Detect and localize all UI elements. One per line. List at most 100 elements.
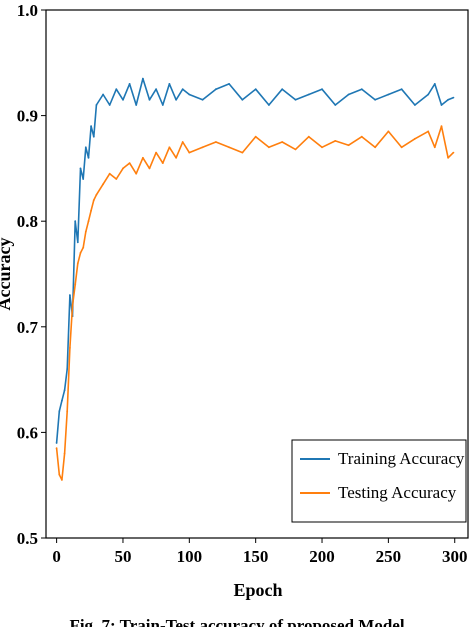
x-tick-label: 250 [376,547,402,566]
data-point-testing [321,146,323,149]
data-point-testing [82,246,85,249]
data-point-testing [58,473,61,476]
data-point-testing [79,252,82,254]
data-point-training [400,88,403,91]
y-tick-label: 1.0 [17,1,38,20]
data-point-testing [108,172,111,175]
data-point-testing [115,178,118,180]
data-point-training [76,241,79,244]
x-tick-label: 300 [442,547,468,566]
data-point-testing [241,151,244,154]
legend-label-testing: Testing Accuracy [338,483,457,502]
data-point-testing [63,452,66,455]
data-point-testing [175,156,178,159]
data-point-testing [55,447,58,450]
data-point-testing [360,135,363,138]
data-point-training [87,156,90,159]
data-point-testing [61,479,63,481]
data-point-testing [254,135,257,138]
series-line-training [55,77,454,444]
data-point-training [427,93,430,96]
data-point-testing [87,220,90,223]
data-point-training [215,88,217,91]
data-point-training [58,410,61,413]
x-tick-label: 0 [52,547,61,566]
data-point-training [374,98,376,101]
data-point-testing [74,283,77,286]
data-point-training [142,77,144,80]
data-point-training [307,93,310,96]
data-point-testing [69,347,71,349]
data-point-testing [215,141,217,143]
y-tick-label: 0.8 [17,212,38,231]
data-point-testing [374,146,376,149]
data-point-testing [334,140,337,142]
data-point-testing [142,156,144,159]
data-point-testing [440,125,443,128]
data-point-training [148,98,151,101]
series-line-testing [55,125,454,481]
data-point-training [74,220,77,223]
data-point-training [95,104,98,106]
data-point-testing [128,162,131,165]
data-point-testing [92,199,95,202]
data-point-testing [387,130,390,133]
data-point-training [135,104,138,106]
data-point-training [360,88,363,91]
x-tick-label: 200 [309,547,335,566]
data-point-testing [71,304,74,307]
data-point-testing [307,135,310,138]
data-point-training [181,88,184,91]
data-point-training [241,98,244,101]
data-point-testing [433,146,436,149]
data-point-training [168,83,171,85]
data-point-testing [201,146,204,149]
data-point-training [55,442,58,444]
data-point-testing [347,144,350,147]
data-point-training [347,93,350,96]
data-point-training [79,167,82,170]
data-point-training [254,88,257,91]
data-point-testing [148,167,151,170]
y-tick-label: 0.5 [17,529,38,548]
x-tick-label: 50 [114,547,131,566]
data-point-testing [447,156,449,159]
data-point-testing [102,183,104,186]
data-point-training [281,88,284,91]
data-point-testing [84,230,87,233]
data-point-testing [135,172,138,175]
data-point-testing [400,146,403,149]
data-point-training [84,146,87,149]
y-tick-label: 0.9 [17,107,38,126]
data-point-training [334,104,337,106]
data-point-training [92,135,95,138]
data-point-testing [281,141,284,143]
data-point-training [228,83,231,85]
data-point-testing [168,146,171,149]
data-point-training [387,93,390,96]
data-point-training [161,104,164,106]
data-point-training [115,88,118,91]
data-point-testing [414,137,416,140]
data-point-training [69,294,71,296]
data-point-training [294,98,297,101]
data-point-training [188,93,191,96]
x-tick-label: 100 [177,547,203,566]
data-point-testing [294,148,297,151]
y-tick-label: 0.6 [17,423,38,442]
data-point-testing [155,151,158,154]
data-point-training [433,83,436,85]
data-point-training [63,389,66,392]
data-point-training [82,178,85,180]
data-point-testing [427,130,430,133]
data-point-testing [90,209,92,212]
data-point-testing [161,162,164,165]
plot-frame [45,9,469,539]
data-point-training [108,104,111,106]
figure-caption: Fig. 7: Train-Test accuracy of proposed … [69,616,404,627]
x-tick-label: 150 [243,547,269,566]
data-point-training [201,98,204,101]
data-point-training [321,88,323,91]
plot-area: 0.5 0.6 0.7 0.8 0.9 1.0 0 50 100 150 200 250 300 [17,1,469,566]
